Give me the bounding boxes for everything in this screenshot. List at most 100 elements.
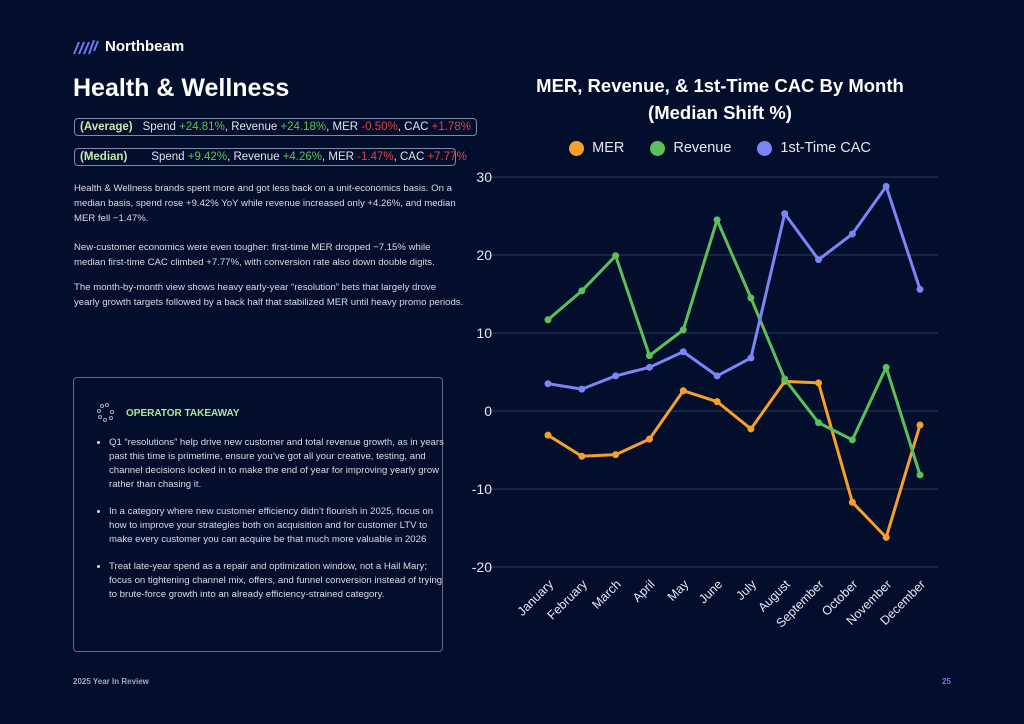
- northbeam-logo-icon: [73, 39, 99, 54]
- legend-swatch: [650, 140, 666, 156]
- legend-label: 1st-Time CAC: [780, 140, 871, 156]
- legend-item-mer: MER: [569, 140, 624, 156]
- med-revenue: +4.26%: [282, 151, 323, 163]
- data-point: [578, 385, 586, 393]
- data-point: [747, 425, 755, 433]
- new-customer-paragraph: New-customer economics were even tougher…: [74, 242, 435, 268]
- avg-revenue: +24.18%: [280, 121, 327, 133]
- takeaway-bullet: Treat late-year spend as a repair and op…: [109, 560, 449, 602]
- average-stats-pill: (Average) Spend +24.81%, Revenue +24.18%,…: [74, 118, 477, 136]
- takeaway-heading: OPERATOR TAKEAWAY: [126, 407, 240, 419]
- series-line-1st-time-cac: [547, 184, 922, 391]
- data-point: [916, 421, 924, 429]
- data-point: [645, 363, 653, 371]
- cac-label: , CAC: [393, 151, 428, 163]
- data-point: [679, 387, 687, 395]
- chart-subtitle: (Median Shift %): [648, 102, 792, 123]
- data-point: [747, 294, 755, 302]
- data-point: [848, 436, 856, 444]
- revenue-label: , Revenue: [224, 121, 281, 133]
- avg-cac: +1.78%: [431, 121, 471, 133]
- data-point: [781, 210, 789, 218]
- med-spend: +9.42%: [187, 151, 228, 163]
- mer-label: , MER: [326, 121, 362, 133]
- series-line-mer: [547, 379, 922, 539]
- takeaway-list: Q1 “resolutions” help drive new customer…: [92, 436, 449, 615]
- data-point: [679, 326, 687, 334]
- data-point: [713, 398, 721, 406]
- legend-label: MER: [592, 140, 625, 156]
- series-line-revenue: [547, 218, 922, 476]
- data-point: [612, 252, 620, 260]
- data-point: [713, 216, 721, 224]
- chart-title: MER, Revenue, & 1st-Time CAC By Month (M…: [490, 72, 950, 126]
- x-tick-label: July: [733, 577, 759, 603]
- median-stats-pill: (Median) Spend +9.42%, Revenue +4.26%, ME…: [74, 148, 467, 166]
- med-mer: -1.47%: [357, 151, 394, 163]
- monthly-paragraph: The month-by-month view shows heavy earl…: [74, 282, 464, 308]
- data-point: [679, 348, 687, 356]
- cac-label: , CAC: [397, 121, 432, 133]
- data-point: [815, 379, 823, 387]
- dots-circle-icon: [97, 403, 114, 422]
- chart-title-main: MER, Revenue, & 1st-Time CAC By Month: [536, 75, 904, 96]
- data-point: [713, 372, 721, 380]
- data-point: [916, 471, 924, 479]
- data-point: [612, 372, 620, 380]
- data-point: [815, 256, 823, 264]
- y-tick-label: -10: [472, 481, 492, 497]
- data-point: [882, 363, 890, 371]
- data-point: [882, 533, 890, 541]
- y-tick-label: 30: [476, 169, 492, 185]
- revenue-label: , Revenue: [227, 151, 283, 163]
- chart-legend: MER Revenue 1st-Time CAC: [490, 140, 950, 156]
- med-cac: +7.77%: [427, 151, 467, 163]
- data-point: [544, 316, 552, 324]
- data-point: [916, 285, 924, 293]
- data-point: [645, 352, 653, 360]
- operator-takeaway-box: OPERATOR TAKEAWAY Q1 “resolutions” help …: [73, 377, 444, 652]
- legend-label: Revenue: [673, 140, 732, 156]
- legend-swatch: [757, 140, 773, 156]
- mer-label: , MER: [322, 151, 358, 163]
- summary-paragraph: Health & Wellness brands spent more and …: [74, 183, 456, 224]
- data-point: [848, 230, 856, 238]
- takeaway-bullet: Q1 “resolutions” help drive new customer…: [109, 436, 449, 492]
- takeaway-bullet: In a category where new customer efficie…: [109, 505, 449, 547]
- average-label: (Average): [80, 121, 133, 133]
- legend-item-cac: 1st-Time CAC: [757, 140, 871, 156]
- data-point: [882, 182, 890, 190]
- brand-logo: Northbeam: [73, 38, 184, 55]
- x-tick-label: March: [589, 577, 623, 611]
- y-tick-label: -20: [472, 559, 492, 575]
- spend-label: Spend: [151, 151, 188, 163]
- page-title: Health & Wellness: [73, 74, 290, 102]
- data-point: [544, 380, 552, 388]
- footer-label: 2025 Year In Review: [73, 677, 149, 686]
- spend-label: Spend: [142, 121, 180, 133]
- data-point: [612, 451, 620, 459]
- data-point: [645, 435, 653, 443]
- data-point: [848, 498, 856, 506]
- brand-name: Northbeam: [105, 38, 185, 55]
- y-tick-label: 10: [476, 325, 492, 341]
- avg-spend: +24.81%: [179, 121, 225, 133]
- x-tick-label: June: [696, 577, 725, 606]
- data-point: [815, 419, 823, 427]
- x-tick-label: April: [630, 577, 658, 605]
- legend-swatch: [569, 140, 585, 156]
- avg-mer: -0.50%: [361, 121, 398, 133]
- y-tick-label: 20: [476, 247, 492, 263]
- median-label: (Median): [80, 151, 128, 163]
- takeaway-header: OPERATOR TAKEAWAY: [96, 403, 240, 423]
- data-point: [578, 452, 586, 460]
- data-point: [578, 287, 586, 295]
- legend-item-revenue: Revenue: [650, 140, 731, 156]
- x-tick-label: May: [665, 577, 692, 604]
- data-point: [781, 375, 789, 383]
- y-tick-label: 0: [484, 403, 492, 419]
- data-point: [747, 354, 755, 362]
- page-number: 25: [942, 677, 951, 686]
